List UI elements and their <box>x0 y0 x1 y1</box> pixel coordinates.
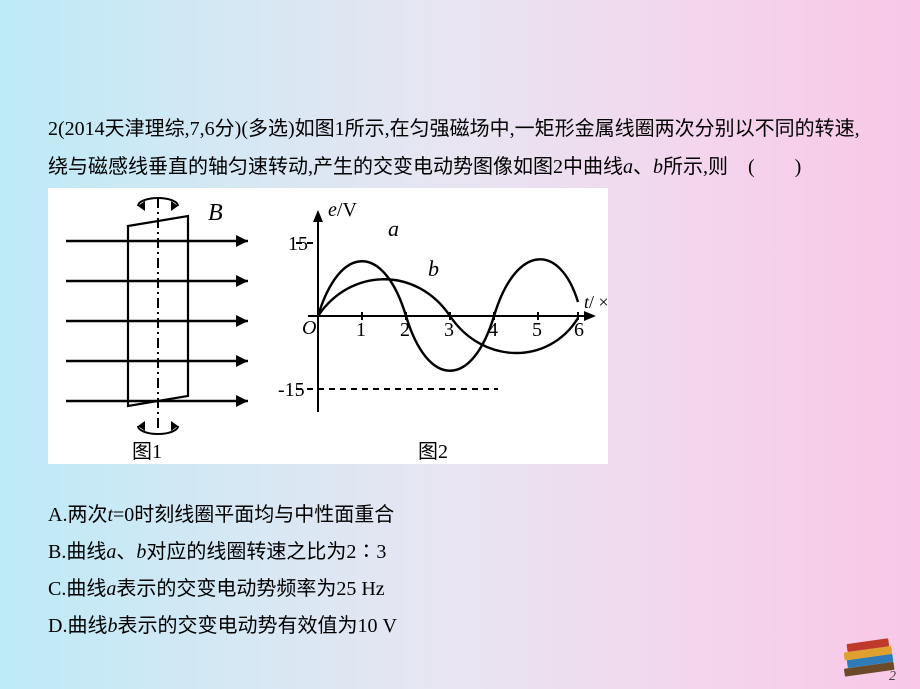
B-label: B <box>208 200 223 226</box>
sep: 、 <box>633 156 653 178</box>
figure-panel: B 图1 e/V 15 -15 O <box>48 188 608 464</box>
origin-label: O <box>302 317 316 339</box>
x-tick-1: 1 <box>356 319 366 341</box>
option-D: D.曲线b表示的交变电动势有效值为10 V <box>48 608 872 645</box>
page-number: 2 <box>889 669 896 685</box>
option-C: C.曲线a表示的交变电动势频率为25 Hz <box>48 571 872 608</box>
x-tick-3: 3 <box>444 319 454 341</box>
question-stem: 2(2014天津理综,7,6分)(多选)如图1所示,在匀强磁场中,一矩形金属线圈… <box>48 110 872 186</box>
option-B: B.曲线a、b对应的线圈转速之比为2∶3 <box>48 534 872 571</box>
figure-svg: B 图1 e/V 15 -15 O <box>48 188 608 464</box>
svg-text:t/ ×10-2 s: t/ ×10-2 s <box>584 289 608 312</box>
fig1-label: 图1 <box>132 441 162 463</box>
curve-b-ref: b <box>653 156 663 178</box>
stem-suffix: 所示,则 ( ) <box>663 156 801 178</box>
curve-b-label: b <box>428 256 439 281</box>
options-list: A.两次t=0时刻线圈平面均与中性面重合 B.曲线a、b对应的线圈转速之比为2∶… <box>48 497 872 645</box>
ytick-15: 15 <box>288 233 308 255</box>
x-tick-5: 5 <box>532 319 542 341</box>
option-A: A.两次t=0时刻线圈平面均与中性面重合 <box>48 497 872 534</box>
svg-text:e/V: e/V <box>328 199 357 221</box>
curve-a-label: a <box>388 216 399 241</box>
ytick-neg15: -15 <box>278 379 305 401</box>
fig2-label: 图2 <box>418 441 448 463</box>
curve-a-ref: a <box>623 156 633 178</box>
